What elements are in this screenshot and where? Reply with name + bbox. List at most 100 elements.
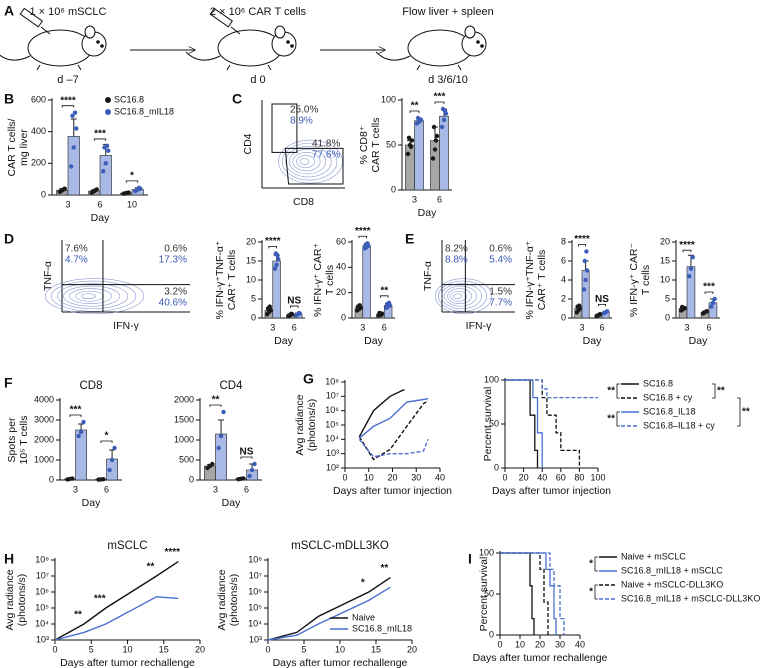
y-tick-label: 10² — [326, 462, 339, 472]
y-tick-label: 15 — [246, 255, 256, 265]
y-tick-label: 20 — [246, 236, 256, 246]
data-point — [704, 308, 709, 314]
legend-label: SC16.8 — [114, 94, 144, 104]
y-axis-label: TNF-α — [42, 261, 54, 291]
contour — [285, 145, 332, 178]
significance-bracket — [598, 303, 606, 307]
contour — [69, 288, 113, 305]
mouse-feet — [36, 64, 82, 71]
y-tick-label: 100 — [479, 547, 494, 557]
significance-label: **** — [679, 240, 695, 251]
significance-bracket — [379, 295, 389, 298]
data-point — [125, 190, 130, 195]
y-tick-label: 10⁸ — [248, 554, 262, 564]
x-tick-label: 10 — [364, 472, 374, 482]
x-tick-label: 10 — [127, 199, 137, 209]
y-tick-label: 10⁷ — [249, 570, 262, 580]
panel-label: H — [4, 551, 14, 567]
legend-label: SC16.8_IL18 — [643, 406, 696, 416]
data-point — [432, 147, 438, 152]
data-point — [221, 409, 226, 415]
y-axis-label: Avg radiance — [216, 569, 228, 630]
x-tick-label: 3 — [270, 322, 275, 332]
mouse-eye — [290, 44, 294, 48]
data-point — [710, 300, 716, 305]
gate-value: 8.9% — [290, 116, 313, 127]
data-point — [78, 429, 84, 435]
gate-value: 1.5% — [489, 287, 512, 298]
data-point — [365, 241, 370, 246]
gate-value: 7.6% — [65, 244, 88, 255]
y-tick-label: 20 — [660, 236, 670, 246]
data-point — [576, 303, 582, 308]
data-point — [409, 138, 415, 143]
data-point — [267, 304, 272, 309]
chart-title: CD4 — [219, 380, 243, 392]
data-point — [249, 467, 255, 473]
contour — [438, 280, 487, 312]
gate-value: 7.7% — [489, 298, 512, 309]
y-tick-label: 2 — [561, 293, 566, 303]
y-tick-label: 6 — [561, 255, 566, 265]
data-point — [272, 266, 278, 271]
x-tick-label: 10 — [515, 639, 525, 649]
y-tick-label: 10⁸ — [325, 376, 339, 386]
x-tick-label: 5 — [89, 644, 94, 654]
data-point — [584, 249, 589, 254]
data-point — [379, 312, 384, 318]
x-tick-label: 3 — [579, 322, 584, 332]
y-tick-label: 60 — [336, 236, 346, 246]
comparison-bracket — [594, 556, 598, 572]
data-point — [417, 118, 423, 123]
bar — [405, 144, 415, 191]
y-tick-label: 50 — [386, 139, 396, 149]
series-line — [54, 561, 179, 641]
series-line — [267, 586, 391, 641]
y-tick-label: 10⁴ — [325, 434, 339, 444]
significance-bracket — [61, 105, 75, 108]
y-tick-label: 600 — [31, 94, 46, 104]
x-axis-label: Day — [91, 212, 110, 224]
data-point — [93, 188, 98, 193]
survival-curve — [500, 552, 565, 635]
significance-label: NS — [595, 294, 609, 305]
x-tick-label: 40 — [575, 639, 585, 649]
comparison-label: ** — [742, 407, 750, 418]
y-axis-label: % IFN-γ⁺TNF-α⁺ — [214, 240, 226, 319]
x-axis-label: Days after tumor injection — [333, 485, 452, 497]
contour — [296, 155, 315, 169]
gate-value: 4.7% — [65, 255, 88, 266]
bar — [581, 270, 590, 319]
error-bar — [432, 126, 438, 141]
quadrant-lines — [442, 240, 515, 312]
survival-curve — [500, 552, 549, 635]
y-axis-label: Percent survival — [482, 387, 494, 462]
series-line — [267, 577, 391, 641]
contour — [278, 139, 343, 184]
x-tick-label: 80 — [574, 472, 584, 482]
data-point — [442, 108, 448, 114]
legend-label: Naive + mSCLC — [621, 551, 686, 561]
y-axis-label: 10⁵ T cells — [18, 416, 30, 465]
y-tick-label: 20 — [336, 287, 346, 297]
y-tick-label: 10 — [246, 274, 256, 284]
y-tick-label: 50 — [489, 418, 499, 428]
data-point — [109, 457, 115, 463]
significance-bracket — [409, 110, 420, 113]
significance-bracket — [93, 138, 107, 141]
y-tick-label: 3000 — [34, 414, 54, 424]
x-axis-label: Days after tumor injection — [492, 485, 611, 497]
y-tick-label: 100 — [381, 94, 396, 104]
significance-label: *** — [434, 92, 446, 103]
contour — [435, 278, 493, 315]
significance-label: ** — [411, 101, 419, 112]
data-point — [61, 187, 66, 192]
gate-value: 25.0% — [290, 105, 318, 116]
gate-value: 8.2% — [445, 244, 468, 255]
survival-curve — [505, 379, 581, 468]
data-point — [274, 262, 279, 267]
series-line — [358, 397, 429, 439]
comparison-label: ** — [717, 386, 725, 397]
y-tick-label: 0 — [489, 629, 494, 639]
